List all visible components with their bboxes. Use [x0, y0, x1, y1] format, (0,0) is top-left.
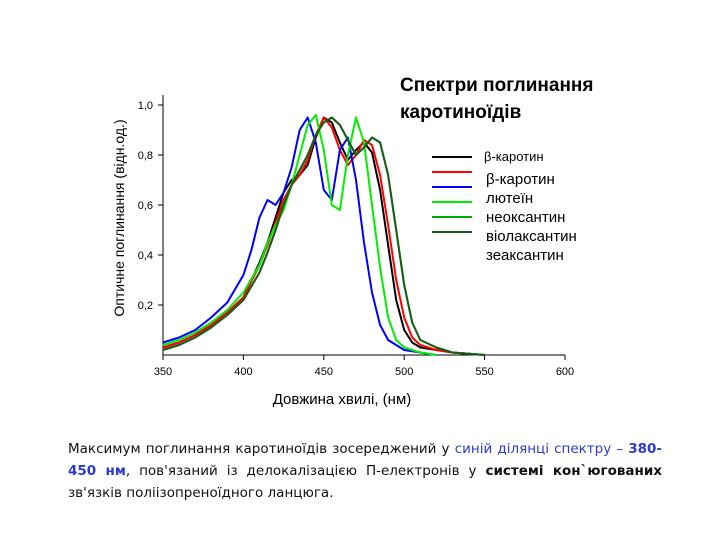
legend-label-beta-carotene: β-каротин	[486, 171, 555, 188]
x-tick-label: 400	[234, 366, 252, 378]
series-line-3	[162, 114, 437, 356]
series-line-2	[162, 116, 437, 356]
series-line-1	[162, 116, 485, 356]
legend: β-каротин β-каротин лютеїн неоксантин ві…	[432, 149, 577, 264]
x-tick-label: 450	[315, 366, 333, 378]
caption-part-1: Максимум поглинання каротиноїдів зосеред…	[68, 441, 455, 457]
x-tick-label: 550	[475, 366, 493, 378]
caption: Максимум поглинання каротиноїдів зосеред…	[68, 438, 662, 504]
y-tick-label: 0,2	[138, 300, 153, 312]
caption-conjugated-system: системі кон`югованих	[485, 463, 662, 479]
legend-label-lutein: лютеїн	[486, 190, 533, 207]
y-ticks: 0,2 0,4 0,6 0,8 1,0	[138, 100, 163, 312]
y-tick-label: 1,0	[138, 100, 153, 112]
series-line-5	[162, 116, 485, 356]
y-tick-label: 0,6	[138, 200, 153, 212]
x-tick-label: 500	[395, 366, 413, 378]
caption-wavelength-range: 380-450 нм	[68, 441, 663, 479]
x-axis-label: Довжина хвилі, (нм)	[273, 391, 412, 408]
plot-area	[162, 114, 485, 356]
x-tick-label: 350	[154, 366, 172, 378]
legend-label-neoxanthin: неоксантин	[486, 209, 565, 226]
caption-blue-region: синій ділянці спектру –	[454, 441, 629, 457]
caption-part-4: , пов'язаний із делокалізацією П-електро…	[125, 463, 486, 479]
legend-label-beta-carotene-small: β-каротин	[484, 149, 544, 164]
y-tick-label: 0,8	[138, 150, 153, 162]
legend-label-violaxanthin: віолаксантин	[486, 228, 577, 245]
x-tick-label: 600	[556, 366, 574, 378]
x-ticks: 350 400 450 500 550 600	[154, 355, 574, 378]
y-tick-label: 0,4	[138, 250, 153, 262]
caption-part-6: зв'язків поліізопреноїдного ланцюга.	[68, 485, 334, 501]
absorption-chart: 350 400 450 500 550 600 0,2 0,4 0,6 0,8 1,0 Оптич…	[111, 75, 594, 408]
y-axis-label: Оптичне поглинання (відн.од.)	[111, 119, 127, 316]
chart-title-line-1: Спектри поглинання	[400, 75, 594, 96]
legend-label-zeaxanthin: зеаксантин	[486, 247, 564, 264]
chart-title-line-2: каротиноїдів	[400, 102, 521, 123]
